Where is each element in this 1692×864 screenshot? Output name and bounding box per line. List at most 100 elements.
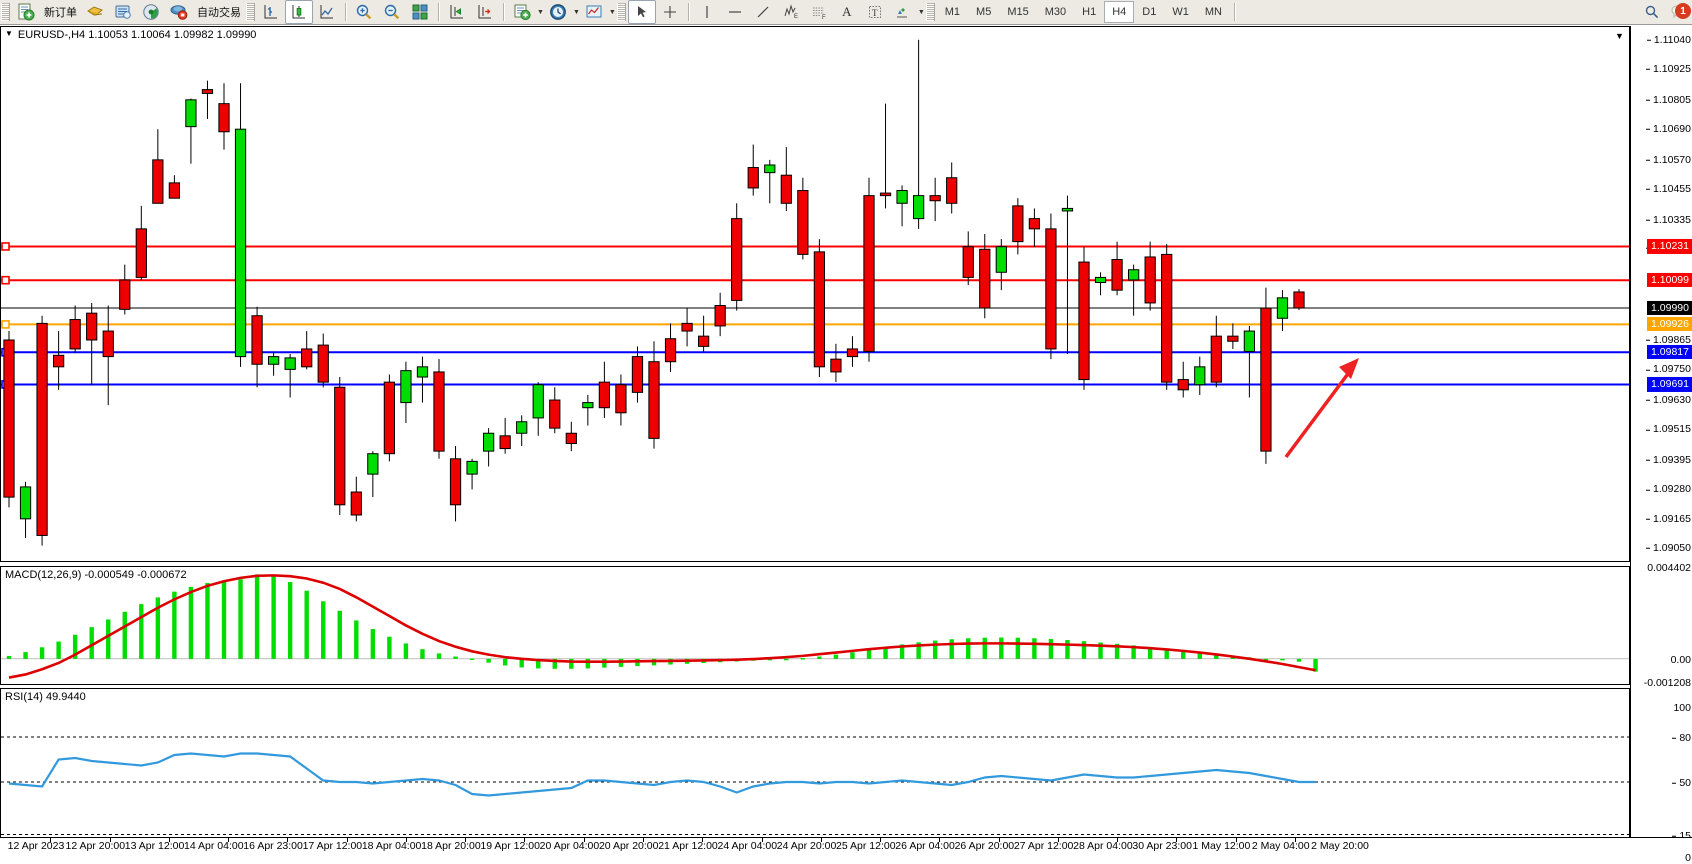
new-chart-icon[interactable]	[508, 0, 536, 24]
timeframe-h1[interactable]: H1	[1082, 6, 1097, 18]
time-axis-gridmark	[50, 838, 52, 842]
arrow-annotation	[1284, 358, 1359, 459]
drawing-tools-drag-handle[interactable]	[616, 3, 626, 21]
timeframe-d1[interactable]: D1	[1142, 6, 1157, 18]
timeframe-m15[interactable]: M15	[1007, 6, 1029, 18]
new-chart-dropdown-arrow[interactable]: ▼	[537, 8, 544, 16]
price-axis-tick: 1.11040	[1646, 35, 1691, 46]
time-axis-tick: 13 Apr 12:00	[124, 840, 185, 852]
chart-area[interactable]: ▼ EURUSD-,H4 1.10053 1.10064 1.09982 1.09…	[0, 25, 1692, 863]
macd-pane[interactable]: MACD(12,26,9) -0.000549 -0.000672	[0, 566, 1630, 685]
price-candles	[1, 39, 1629, 546]
rsi-pane[interactable]: RSI(14) 49.9440	[0, 688, 1630, 840]
price-axis-tick: 1.09515	[1646, 424, 1691, 435]
line-chart-icon[interactable]	[313, 0, 341, 24]
indicators-icon[interactable]	[580, 0, 608, 24]
time-axis-tick: 2 May 04:00	[1251, 840, 1310, 852]
price-level-label-resistance[interactable]: 1.10231	[1647, 239, 1692, 254]
time-axis-tick: 28 Apr 04:00	[1073, 840, 1133, 852]
timeframe-m1[interactable]: M1	[944, 6, 961, 18]
chart-collapse-caret[interactable]: ▼	[5, 29, 13, 38]
time-axis-tick: 30 Apr 23:00	[1132, 840, 1192, 852]
macd-plot	[1, 574, 1629, 679]
shapes-dropdown-arrow[interactable]: ▼	[917, 8, 925, 16]
autotrading-label[interactable]: 自动交易	[197, 7, 241, 19]
time-axis-gridmark	[346, 838, 348, 842]
price-axis-tick: 1.10690	[1646, 124, 1691, 135]
time-axis-tick: 20 Apr 04:00	[539, 840, 600, 852]
time-axis-tick: 26 Apr 04:00	[895, 840, 955, 852]
time-axis-gridmark	[583, 838, 585, 842]
period-dropdown-arrow[interactable]: ▼	[572, 8, 580, 16]
fibonacci-icon[interactable]: F	[805, 0, 833, 24]
price-level-label-resistance[interactable]: 1.10099	[1647, 273, 1692, 288]
price-axis-tick: 1.10455	[1646, 184, 1691, 195]
price-level-label-pivot[interactable]: 1.09926	[1647, 317, 1692, 332]
time-axis-gridmark	[880, 838, 882, 842]
time-axis-gridmark	[761, 838, 763, 842]
timeframe-drag-handle[interactable]	[925, 3, 935, 21]
time-axis-gridmark	[1057, 838, 1059, 842]
timeframe-m30[interactable]: M30	[1044, 6, 1067, 18]
zoom-out-icon[interactable]	[378, 0, 406, 24]
price-level-label-support[interactable]: 1.09817	[1647, 345, 1692, 360]
time-axis-gridmark	[168, 838, 170, 842]
timeframe-w1[interactable]: W1	[1172, 6, 1189, 18]
price-axis-tick: 1.09050	[1646, 543, 1691, 554]
notifications-icon[interactable]: 1	[1670, 3, 1691, 20]
indicators-dropdown-arrow[interactable]: ▼	[608, 8, 616, 16]
autotrading-icon[interactable]	[165, 0, 193, 24]
shapes-icon[interactable]	[889, 0, 917, 24]
toolbar-drag-handle[interactable]	[1, 3, 10, 21]
bar-chart-icon[interactable]	[257, 0, 285, 24]
price-level-label-support[interactable]: 1.09691	[1647, 377, 1692, 392]
timeframe-m5[interactable]: M5	[976, 6, 992, 18]
scroll-caret-icon: ▼	[1615, 31, 1624, 41]
time-axis-tick: 16 Apr 23:00	[243, 840, 303, 852]
crosshair-icon[interactable]	[656, 0, 684, 24]
price-level-label-last-price[interactable]: 1.09990	[1647, 301, 1692, 316]
time-axis-gridmark	[287, 838, 289, 842]
rsi-axis-tick: 100	[1673, 701, 1691, 714]
price-axis-tick: 1.09865	[1646, 335, 1691, 346]
time-axis-tick: 20 Apr 20:00	[598, 840, 659, 852]
auto-scroll-icon[interactable]	[471, 0, 499, 24]
price-axis[interactable]: ▼ 1.11040 1.10925 1.10805 1.10690 1.10570 1.1…	[1615, 26, 1692, 863]
chart-tools-drag-handle[interactable]	[246, 3, 255, 21]
rsi-axis-tick: 15	[1672, 830, 1691, 841]
timeframe-mn[interactable]: MN	[1204, 6, 1222, 18]
time-axis-gridmark	[702, 838, 704, 842]
tile-windows-icon[interactable]	[406, 0, 434, 24]
new-order-button[interactable]	[12, 0, 40, 24]
time-axis-tick: 12 Apr 20:00	[65, 840, 126, 852]
chart-header: ▼ EURUSD-,H4 1.10053 1.10064 1.09982 1.09…	[5, 29, 257, 41]
label-icon[interactable]: T	[861, 0, 889, 24]
horizontal-line-icon[interactable]	[721, 0, 749, 24]
price-pane[interactable]: ▼ EURUSD-,H4 1.10053 1.10064 1.09982 1.09…	[0, 26, 1630, 562]
svg-text:E: E	[794, 14, 798, 20]
timeframe-h4[interactable]: H4	[1104, 1, 1135, 23]
market-watch-icon[interactable]	[137, 0, 165, 24]
toolbar-separator-5	[1233, 3, 1235, 21]
time-axis-tick: 27 Apr 12:00	[1013, 840, 1074, 852]
time-axis-tick: 1 May 12:00	[1192, 840, 1251, 852]
data-window-icon[interactable]	[81, 0, 109, 24]
time-axis-tick: 18 Apr 04:00	[361, 840, 422, 852]
time-axis[interactable]: 12 Apr 2023 12 Apr 20:00 13 Apr 12:00 14 Ap…	[0, 837, 1692, 854]
candlestick-chart-icon[interactable]	[285, 0, 313, 24]
time-axis-gridmark	[465, 838, 467, 842]
terminal-icon[interactable]	[109, 0, 137, 24]
vertical-line-icon[interactable]	[693, 0, 721, 24]
main-toolbar: 新订单 自动交易 ▼ ▼	[0, 0, 1692, 25]
elliott-wave-icon[interactable]: E	[777, 0, 805, 24]
price-axis-tick: 1.09165	[1646, 514, 1691, 525]
zoom-in-icon[interactable]	[350, 0, 378, 24]
cursor-icon[interactable]	[627, 0, 656, 24]
trendline-icon[interactable]	[749, 0, 777, 24]
toolbar-separator-3	[503, 3, 504, 21]
period-clock-icon[interactable]	[544, 0, 572, 24]
text-icon[interactable]: A	[842, 4, 852, 19]
search-icon[interactable]	[1644, 4, 1660, 20]
chart-shift-icon[interactable]	[443, 0, 471, 24]
new-order-label[interactable]: 新订单	[44, 7, 77, 19]
